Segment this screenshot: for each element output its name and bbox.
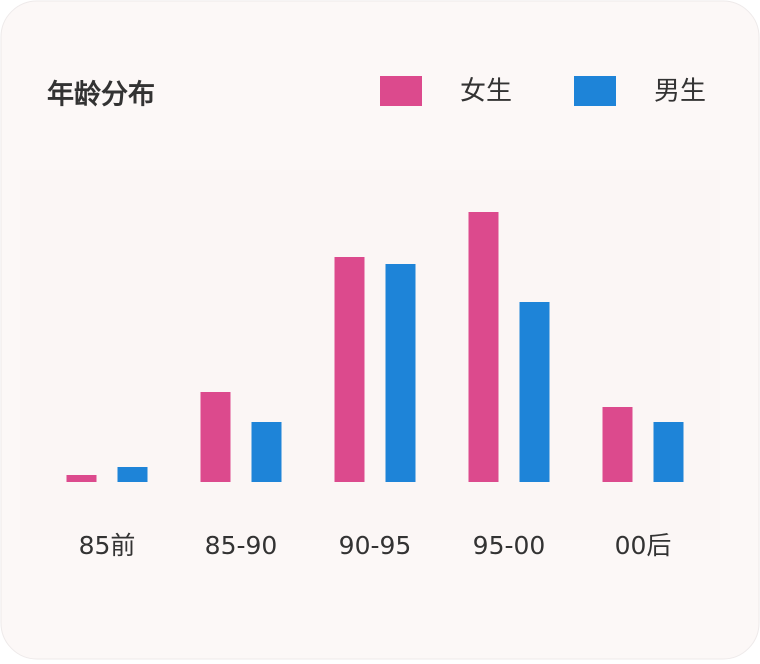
bar [251, 422, 282, 482]
bar [66, 475, 97, 482]
legend-label: 女生 [460, 77, 512, 107]
x-tick-label: 85前 [79, 531, 136, 560]
bar [385, 264, 416, 482]
legend-swatch [574, 76, 616, 106]
bar [468, 212, 499, 482]
x-tick-label: 90-95 [339, 531, 412, 560]
x-tick-label: 95-00 [473, 531, 546, 560]
x-tick-label: 85-90 [205, 531, 278, 560]
bar [519, 302, 550, 482]
bar [653, 422, 684, 482]
x-tick-label: 00后 [615, 531, 672, 560]
chart-title: 年龄分布 [47, 79, 155, 111]
bar [117, 467, 148, 482]
bar [602, 407, 633, 482]
legend-label: 男生 [654, 77, 706, 107]
plot-area [20, 170, 720, 540]
legend-swatch [380, 76, 422, 106]
bar [334, 257, 365, 482]
bar [200, 392, 231, 482]
